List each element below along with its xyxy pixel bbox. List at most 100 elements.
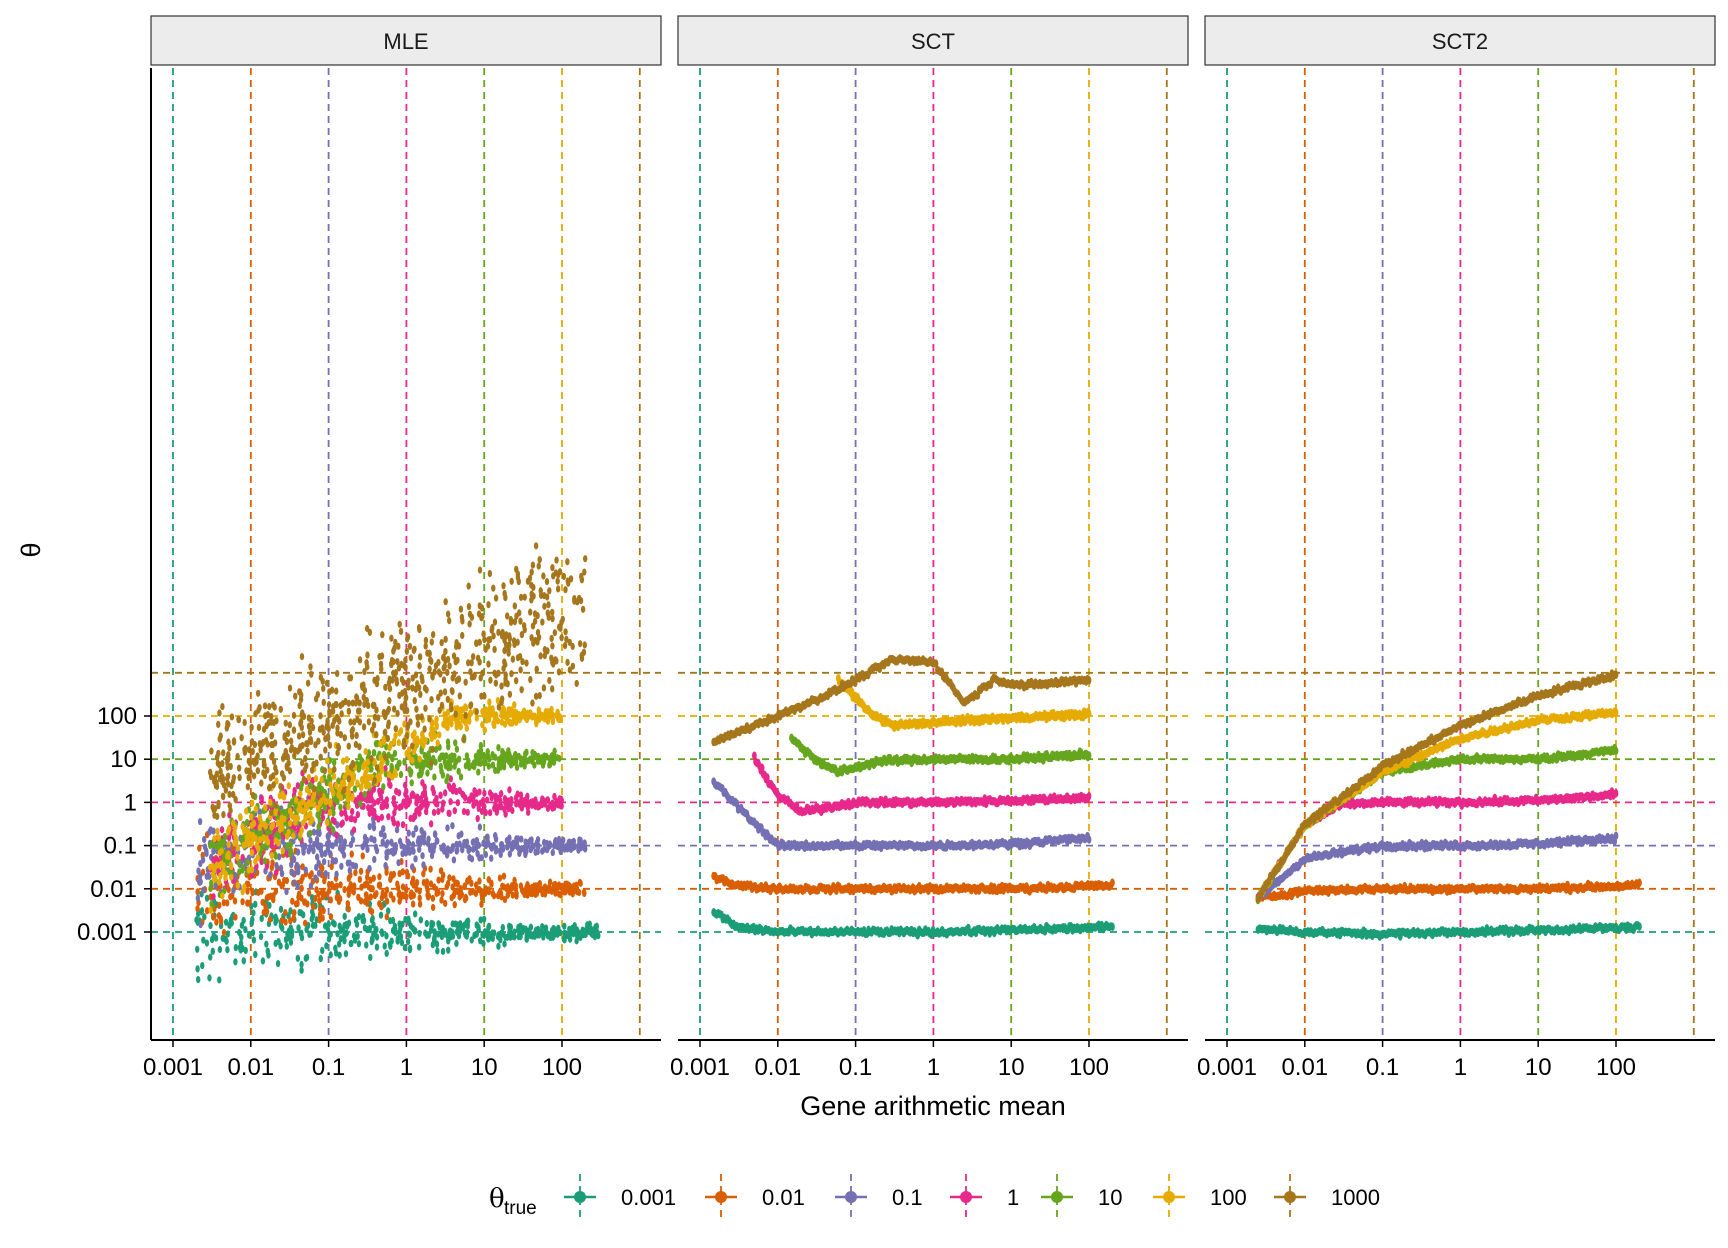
point bbox=[514, 565, 519, 573]
point bbox=[491, 584, 496, 592]
point bbox=[212, 835, 217, 843]
point bbox=[278, 905, 284, 913]
point bbox=[574, 937, 579, 945]
point bbox=[398, 727, 404, 735]
point bbox=[317, 829, 322, 838]
point bbox=[357, 753, 362, 761]
point bbox=[559, 884, 565, 892]
point bbox=[436, 658, 441, 667]
point bbox=[564, 635, 569, 643]
point bbox=[210, 947, 216, 955]
point bbox=[537, 556, 542, 564]
point bbox=[362, 667, 367, 676]
point bbox=[256, 888, 261, 897]
point bbox=[383, 728, 388, 736]
point bbox=[431, 808, 437, 817]
point bbox=[321, 907, 326, 915]
point bbox=[531, 639, 536, 647]
point bbox=[458, 773, 464, 781]
point bbox=[433, 758, 438, 766]
point bbox=[222, 833, 228, 841]
point bbox=[273, 887, 279, 895]
point bbox=[308, 737, 314, 746]
point bbox=[553, 656, 558, 664]
point bbox=[306, 889, 312, 897]
point bbox=[385, 722, 391, 730]
point bbox=[445, 724, 450, 732]
point bbox=[216, 834, 221, 842]
point bbox=[530, 842, 536, 850]
point bbox=[287, 807, 293, 815]
point bbox=[341, 925, 346, 934]
point bbox=[324, 679, 330, 687]
point bbox=[410, 674, 415, 682]
point bbox=[269, 731, 275, 740]
point bbox=[323, 870, 328, 878]
point bbox=[413, 753, 418, 761]
point bbox=[376, 815, 381, 823]
point bbox=[549, 608, 555, 616]
point bbox=[439, 752, 444, 760]
point bbox=[267, 702, 272, 711]
point bbox=[401, 892, 406, 900]
point bbox=[365, 804, 371, 812]
point bbox=[499, 893, 504, 901]
series-100-points bbox=[835, 674, 1092, 732]
point bbox=[446, 946, 451, 954]
point bbox=[304, 926, 309, 934]
point bbox=[565, 558, 570, 566]
point bbox=[412, 812, 417, 820]
point bbox=[353, 699, 359, 707]
point bbox=[570, 890, 575, 898]
point bbox=[492, 715, 498, 723]
point bbox=[470, 653, 476, 661]
point bbox=[214, 856, 220, 864]
point bbox=[380, 631, 385, 639]
point bbox=[344, 814, 349, 822]
point bbox=[370, 914, 375, 923]
point bbox=[270, 836, 275, 844]
point bbox=[342, 937, 347, 945]
point bbox=[250, 791, 256, 800]
point bbox=[346, 699, 352, 707]
point bbox=[519, 835, 524, 843]
point bbox=[451, 755, 457, 763]
point bbox=[251, 909, 256, 917]
point bbox=[1086, 751, 1092, 760]
point bbox=[223, 918, 229, 926]
point bbox=[484, 716, 489, 724]
point bbox=[304, 953, 310, 962]
point bbox=[199, 907, 205, 915]
point bbox=[567, 638, 572, 646]
point bbox=[507, 719, 513, 727]
point bbox=[214, 861, 220, 869]
panel-sct: 0.001 0.01 0.1 1 10 100 bbox=[670, 68, 1188, 1081]
point bbox=[559, 618, 564, 627]
point bbox=[195, 975, 201, 984]
point bbox=[391, 818, 396, 826]
point bbox=[428, 846, 433, 854]
point bbox=[208, 921, 213, 930]
point bbox=[368, 893, 373, 901]
point bbox=[438, 791, 443, 800]
point bbox=[293, 692, 298, 700]
point bbox=[309, 870, 314, 878]
point bbox=[330, 789, 336, 797]
point bbox=[452, 901, 457, 909]
point bbox=[365, 765, 370, 774]
point bbox=[367, 864, 372, 873]
point bbox=[374, 890, 379, 898]
point bbox=[243, 946, 248, 955]
point bbox=[323, 746, 328, 754]
point bbox=[303, 866, 308, 874]
point bbox=[397, 897, 402, 905]
point bbox=[402, 706, 407, 715]
point bbox=[237, 928, 242, 937]
x-tick-label: 0.1 bbox=[312, 1054, 345, 1081]
point bbox=[414, 739, 420, 747]
point bbox=[317, 916, 322, 924]
point bbox=[242, 718, 247, 727]
point bbox=[392, 644, 397, 653]
point bbox=[502, 940, 507, 948]
point bbox=[423, 808, 429, 816]
